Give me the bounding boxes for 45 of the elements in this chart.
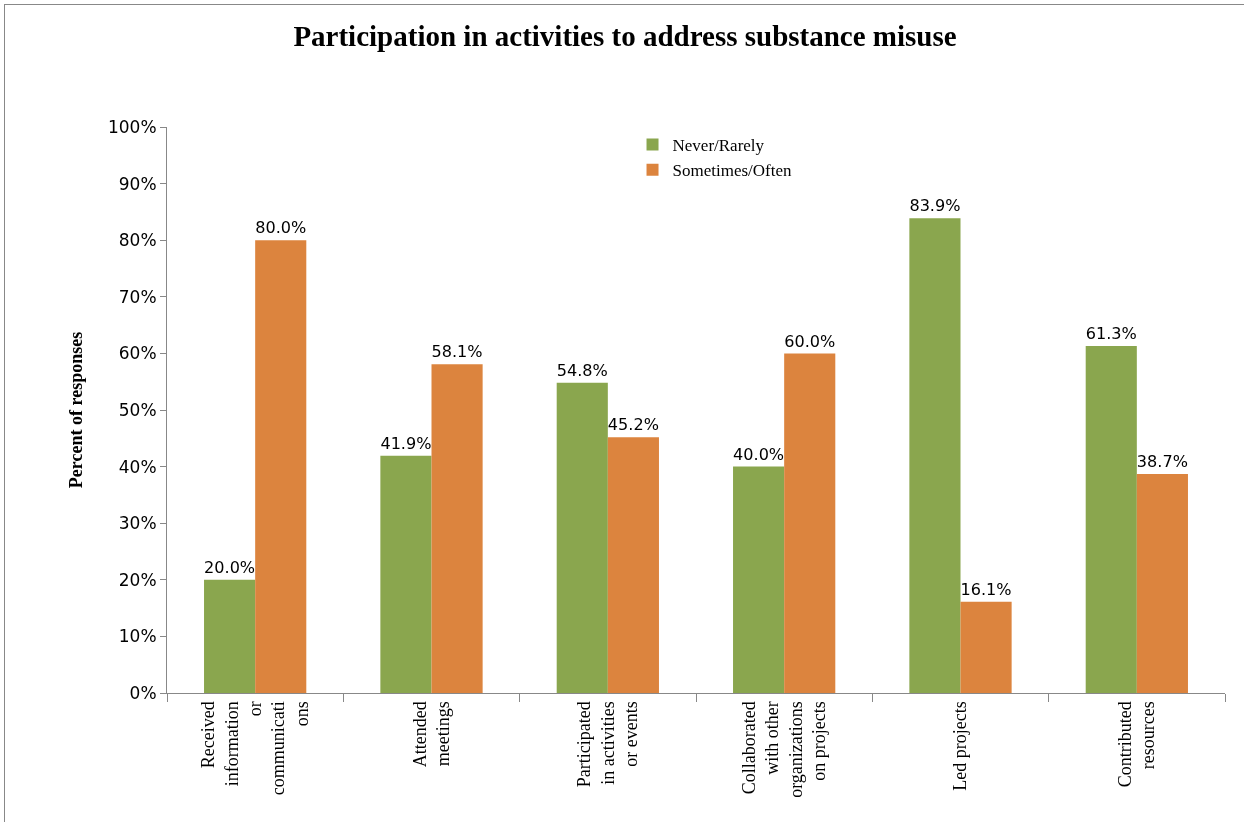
bar xyxy=(380,455,432,693)
bar xyxy=(909,218,961,693)
y-tick-label: 20% xyxy=(118,569,157,590)
bar xyxy=(784,353,836,693)
bar xyxy=(733,466,785,693)
y-tick-label: 30% xyxy=(118,513,157,534)
x-tick-label: Collaborated with other organizations on projects xyxy=(738,701,830,798)
bar xyxy=(607,437,659,693)
x-tick-label: Contributed resources xyxy=(1114,701,1159,788)
bar xyxy=(255,240,307,693)
y-tick-label: 50% xyxy=(118,399,157,420)
data-label: 80.0% xyxy=(255,218,307,238)
y-tick-label: 40% xyxy=(118,456,157,477)
bar xyxy=(1136,473,1188,693)
data-label: 16.1% xyxy=(960,580,1012,600)
chart-title: Participation in activities to address substance misuse xyxy=(293,19,957,52)
x-tick-label: Received information or communicati ons xyxy=(198,701,312,796)
data-label: 45.2% xyxy=(607,415,659,435)
y-tick-label: 70% xyxy=(118,286,157,307)
x-tick-label: Participated in activities or events xyxy=(574,701,642,788)
data-label: 54.8% xyxy=(556,361,608,381)
y-tick-label: 100% xyxy=(107,116,157,137)
data-label: 41.9% xyxy=(380,434,432,454)
data-label: 38.7% xyxy=(1136,452,1188,472)
data-label: 83.9% xyxy=(909,196,961,216)
y-tick-label: 90% xyxy=(118,173,157,194)
data-label: 58.1% xyxy=(431,342,483,362)
bar xyxy=(1085,346,1137,693)
x-tick-label: Led projects xyxy=(950,701,971,791)
legend-label: Sometimes/Often xyxy=(672,161,792,181)
bar xyxy=(431,364,483,693)
x-tick-label: Attended meetings xyxy=(409,701,454,768)
bar xyxy=(556,382,608,693)
legend-label: Never/Rarely xyxy=(672,136,765,156)
y-axis-title: Percent of responses xyxy=(66,331,87,489)
y-tick-label: 0% xyxy=(129,682,157,703)
y-tick-label: 80% xyxy=(118,230,157,251)
bar xyxy=(960,601,1012,693)
y-tick-label: 10% xyxy=(118,626,157,647)
y-tick-label: 60% xyxy=(118,343,157,364)
data-label: 60.0% xyxy=(784,331,836,351)
bar xyxy=(204,579,256,693)
data-label: 40.0% xyxy=(733,444,785,464)
data-label: 61.3% xyxy=(1085,324,1137,344)
data-label: 20.0% xyxy=(204,558,256,578)
